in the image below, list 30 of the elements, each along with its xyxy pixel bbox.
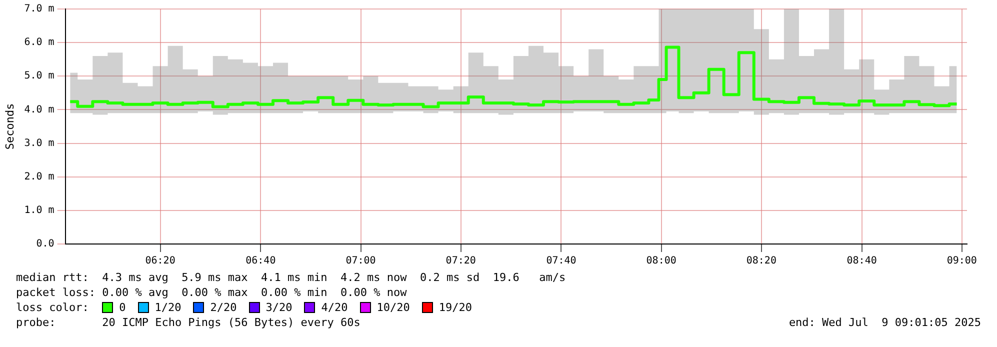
text: end: Wed Jul 9 09:01:05 2025 [788,315,981,330]
y-tick-label: 6.0 m [24,37,54,48]
legend-label: 2/20 [210,300,237,315]
x-tick-label: 08:20 [746,256,776,267]
legend-label: 10/20 [376,300,410,315]
y-tick-label: 1.0 m [24,205,54,216]
x-tick-label: 08:40 [846,256,877,267]
y-tick-label: 0.0 [36,238,54,250]
legend-label: 0 [119,300,126,315]
y-tick-label: 4.0 m [24,104,54,116]
x-tick-label: 09:00 [946,256,977,267]
y-tick-label: 3.0 m [24,138,54,149]
x-tick-label: 07:40 [546,256,576,267]
x-tick-label: 07:00 [346,256,376,267]
text: probe: 20 ICMP Echo Pings (56 Bytes) every 60s [16,315,360,330]
text: packet loss: 0.00 % avg 0.00 % max 0.00 % min 0.00 % now [16,285,408,300]
text: median rtt: 4.3 ms avg 5.9 ms max 4.1 ms min 4.2 ms now 0.2 ms sd 19.6 am/s [16,270,567,285]
x-tick-label: 07:20 [446,256,476,267]
legend-label: 1/20 [154,300,182,315]
legend-label: 19/20 [438,300,472,315]
legend-label: 3/20 [266,300,292,315]
legend-label: 4/20 [321,300,348,315]
x-tick-label: 06:40 [246,256,276,267]
y-axis-title: Seconds [3,103,16,150]
x-tick-label: 08:00 [646,256,676,267]
x-tick-label: 06:20 [145,256,176,267]
y-tick-label: 5.0 m [24,70,54,82]
legend-title: loss color: [16,300,90,315]
y-tick-label: 2.0 m [24,171,54,182]
y-tick-label: 7.0 m [24,4,54,15]
